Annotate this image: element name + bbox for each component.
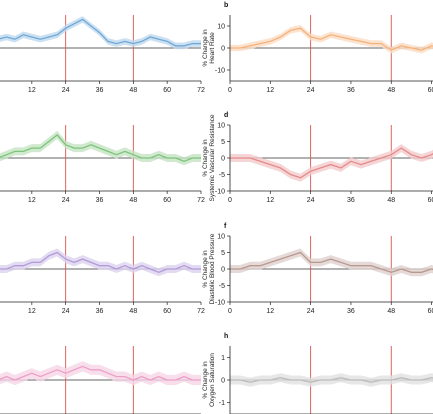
- x-tick-label: 0: [228, 308, 232, 315]
- y-axis-label: % Change in: [202, 361, 209, 399]
- x-tick-label: 24: [307, 308, 315, 315]
- chart-panel-left-0: 12 24 36 48 60 72: [0, 15, 205, 94]
- x-tick-label: 72: [197, 308, 205, 315]
- series-group: [0, 248, 201, 277]
- x-tick-label: 36: [96, 87, 104, 94]
- y-axis-label: % Change in: [202, 250, 209, 288]
- x-tick-label: 12: [266, 87, 274, 94]
- x-tick-label: 60: [428, 197, 433, 204]
- series-band: [0, 16, 201, 50]
- y-tick-label: 0: [221, 267, 225, 274]
- y-axis-label: Oxygen Saturation: [209, 353, 216, 407]
- x-tick-label: 24: [62, 308, 70, 315]
- y-tick-label: 0: [221, 46, 225, 53]
- y-axis-label: Diastolic Blood Pressure: [209, 233, 216, 304]
- x-tick-label: 12: [28, 308, 36, 315]
- y-tick-label: -5: [219, 283, 225, 290]
- panel-letter: h: [224, 333, 228, 340]
- panel-letter: f: [224, 223, 227, 230]
- series-group: [230, 24, 433, 54]
- y-tick-label: 0: [221, 156, 225, 163]
- y-axis-label: Systemic Vascular Resistance: [209, 114, 216, 201]
- y-tick-label: 5: [221, 139, 225, 146]
- x-tick-label: 24: [62, 197, 70, 204]
- y-tick-label: -10: [215, 300, 225, 307]
- x-tick-label: 0: [228, 197, 232, 204]
- panel-letter: b: [224, 2, 228, 9]
- x-tick-label: 60: [428, 87, 433, 94]
- series-line: [0, 365, 201, 381]
- chart-panel-left-6: [0, 346, 201, 414]
- y-axis-label: % Change in: [202, 139, 209, 177]
- series-group: [230, 373, 433, 387]
- y-axis-label: Heart Rate: [209, 32, 216, 64]
- x-tick-label: 12: [266, 308, 274, 315]
- y-tick-label: -10: [215, 189, 225, 196]
- x-tick-label: 48: [129, 87, 137, 94]
- y-axis-label: % Change in: [202, 29, 209, 67]
- series-line: [230, 251, 433, 273]
- chart-panel-h: -1 0 1 % Change in Oxygen Saturation h: [202, 333, 433, 414]
- x-tick-label: 24: [307, 87, 315, 94]
- x-tick-label: 48: [387, 87, 395, 94]
- x-tick-label: 60: [163, 197, 171, 204]
- x-tick-label: 60: [428, 308, 433, 315]
- series-group: [0, 16, 201, 50]
- y-tick-label: -5: [219, 172, 225, 179]
- chart-panel-f: 0 12 24 36 48 60 -10 -5 0 5 10 % Change inDiastolic…: [202, 223, 433, 315]
- y-tick-label: 1: [221, 355, 225, 362]
- series-band: [230, 24, 433, 54]
- x-tick-label: 72: [197, 87, 205, 94]
- x-tick-label: 48: [387, 197, 395, 204]
- x-tick-label: 36: [96, 308, 104, 315]
- x-tick-label: 12: [266, 197, 274, 204]
- y-tick-label: -1: [219, 400, 225, 407]
- chart-panel-left-2: 12 24 36 48 60 72: [0, 125, 205, 204]
- y-tick-label: 10: [217, 24, 225, 31]
- series-line: [230, 27, 433, 51]
- x-tick-label: 48: [129, 308, 137, 315]
- x-tick-label: 36: [96, 197, 104, 204]
- series-line: [0, 251, 201, 273]
- x-tick-label: 12: [28, 87, 36, 94]
- series-line: [0, 134, 201, 162]
- series-group: [0, 130, 201, 166]
- x-tick-label: 0: [228, 87, 232, 94]
- chart-panel-left-4: 12 24 36 48 60 72: [0, 236, 205, 315]
- x-tick-label: 48: [387, 308, 395, 315]
- chart-panel-d: 0 12 24 36 48 60 -10 -5 0 5 10 % Change inSystemic …: [202, 112, 433, 204]
- series-line: [230, 147, 433, 179]
- x-tick-label: 48: [129, 197, 137, 204]
- x-tick-label: 60: [163, 87, 171, 94]
- y-tick-label: 10: [217, 123, 225, 130]
- x-tick-label: 72: [197, 197, 205, 204]
- panel-letter: d: [224, 112, 228, 119]
- series-line: [230, 377, 433, 383]
- x-tick-label: 36: [347, 197, 355, 204]
- series-group: [0, 361, 201, 386]
- series-group: [230, 248, 433, 277]
- y-tick-label: 10: [217, 234, 225, 241]
- x-tick-label: 12: [28, 197, 36, 204]
- y-tick-label: -10: [215, 68, 225, 75]
- y-tick-label: 5: [221, 250, 225, 257]
- x-tick-label: 36: [347, 87, 355, 94]
- y-tick-label: 0: [221, 378, 225, 385]
- series-line: [0, 18, 201, 47]
- x-tick-label: 36: [347, 308, 355, 315]
- series-band: [230, 248, 433, 277]
- x-tick-label: 60: [163, 308, 171, 315]
- x-tick-label: 24: [307, 197, 315, 204]
- x-tick-label: 24: [62, 87, 70, 94]
- series-group: [230, 144, 433, 182]
- series-band: [230, 144, 433, 182]
